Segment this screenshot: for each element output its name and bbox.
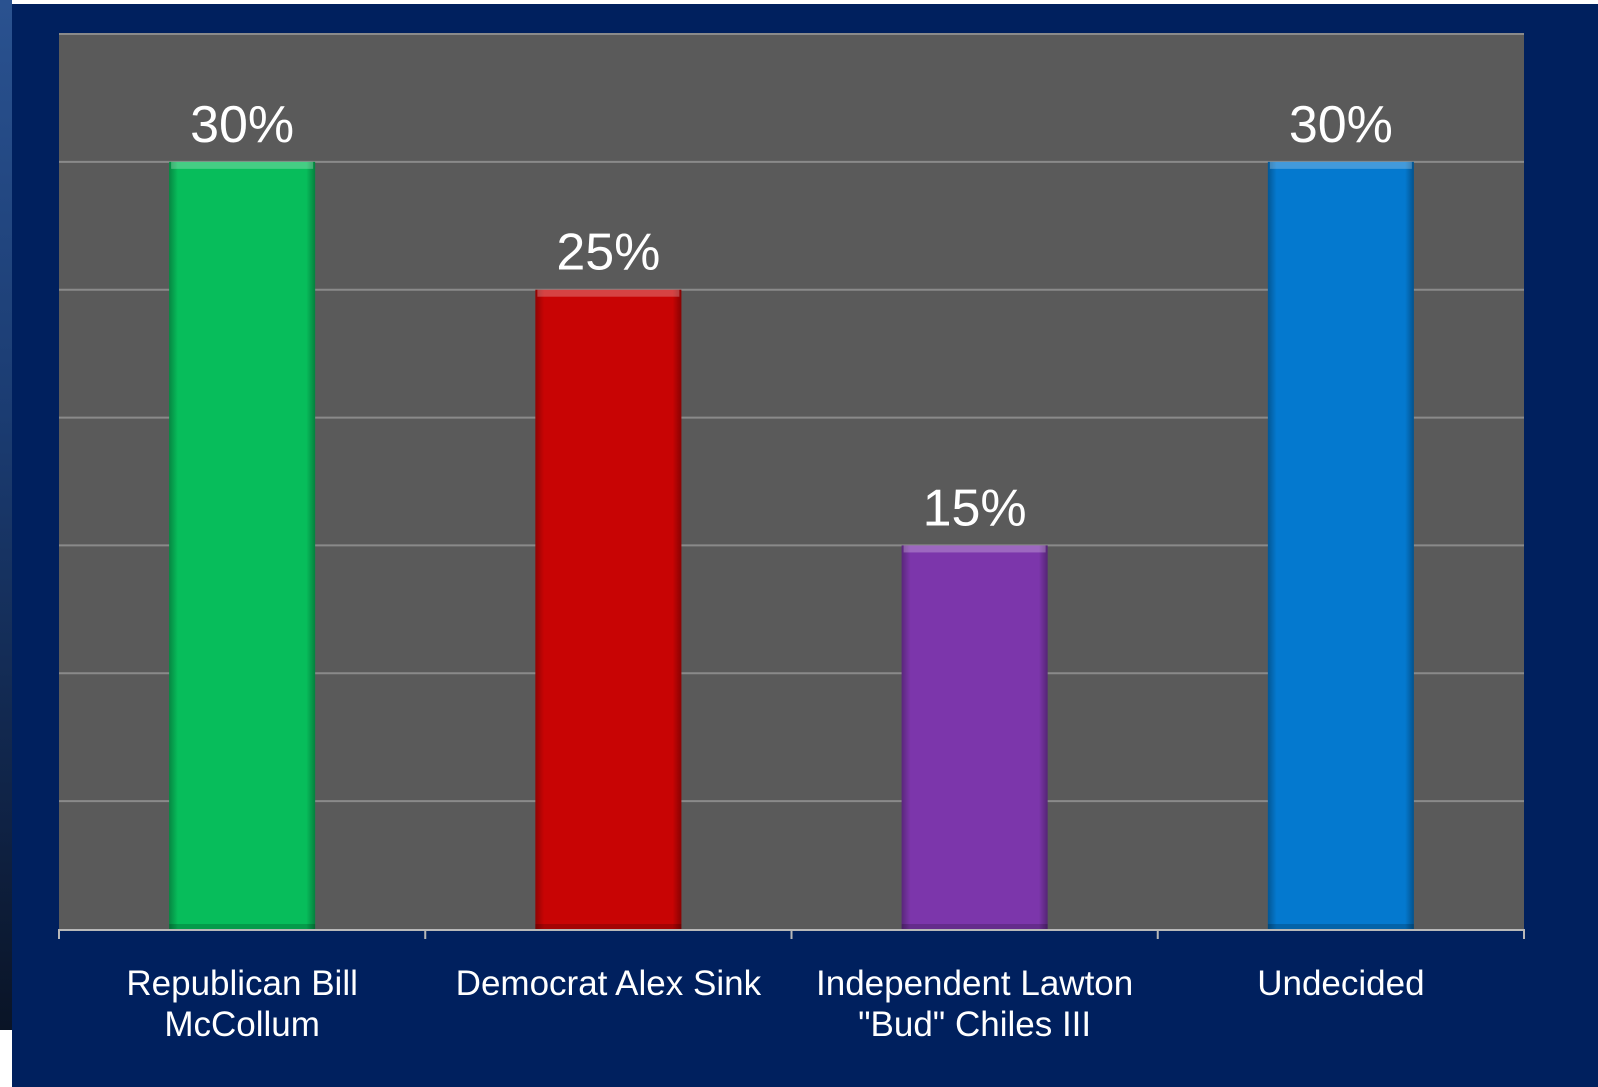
x-axis <box>58 929 1525 939</box>
bar-shading <box>169 161 316 929</box>
x-tick-label-line: "Bud" Chiles III <box>858 1005 1091 1044</box>
x-tick-label: Republican Bill McCollum <box>126 964 358 1044</box>
x-tick-label-line: McCollum <box>164 1005 320 1044</box>
bar-top-highlight <box>903 545 1046 553</box>
bar-shading <box>901 545 1048 929</box>
data-label: 15% <box>923 479 1027 537</box>
x-tick-label: Undecided <box>1257 964 1424 1003</box>
data-label: 30% <box>1289 96 1393 154</box>
bar-bottom-shade <box>169 924 316 929</box>
labels: 30% Republican Bill McCollum 25% Democrat Al… <box>126 96 1424 1044</box>
bar-shading <box>1267 161 1414 929</box>
x-tick-label-line: Republican Bill <box>126 964 358 1003</box>
bar-top-highlight <box>171 161 314 169</box>
x-tick-label: Independent Lawton "Bud" Chiles III <box>816 964 1133 1044</box>
bar <box>901 545 1048 929</box>
data-label: 30% <box>190 96 294 154</box>
x-tick-label-line: Undecided <box>1257 964 1424 1003</box>
bar-top-highlight <box>537 289 680 297</box>
x-tick-label: Democrat Alex Sink <box>456 964 762 1003</box>
x-tick-label-line: Independent Lawton <box>816 964 1133 1003</box>
background-strip <box>0 0 12 1030</box>
bar-bottom-shade <box>535 924 682 929</box>
bar-bottom-shade <box>901 924 1048 929</box>
bar-bottom-shade <box>1267 924 1414 929</box>
data-label: 25% <box>556 224 660 282</box>
bar <box>1267 161 1414 929</box>
bar-shading <box>535 289 682 929</box>
bar <box>535 289 682 929</box>
bar <box>169 161 316 929</box>
bars <box>169 161 1414 929</box>
bar-top-highlight <box>1269 161 1412 169</box>
x-tick-label-line: Democrat Alex Sink <box>456 964 762 1003</box>
